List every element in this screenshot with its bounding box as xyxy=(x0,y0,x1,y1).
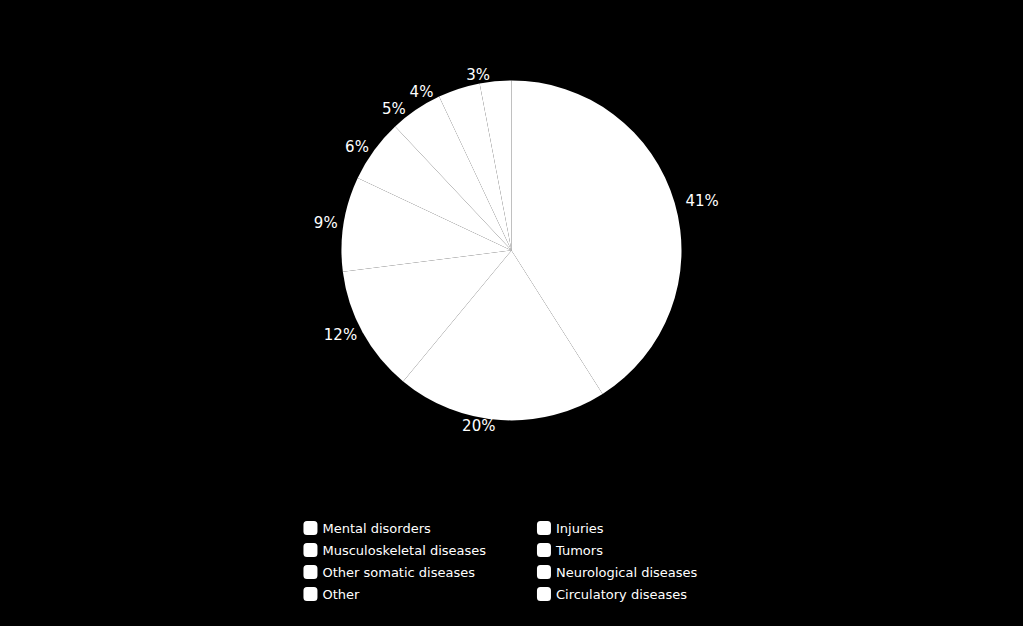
svg-text:4%: 4% xyxy=(410,83,434,101)
svg-text:Neurological diseases: Neurological diseases xyxy=(556,565,698,580)
svg-text:Injuries: Injuries xyxy=(556,521,604,536)
svg-text:Other: Other xyxy=(322,587,360,602)
svg-text:20%: 20% xyxy=(462,417,495,435)
svg-text:Tumors: Tumors xyxy=(555,543,603,558)
svg-text:41%: 41% xyxy=(686,192,719,210)
svg-text:5%: 5% xyxy=(382,100,406,118)
svg-text:Other somatic diseases: Other somatic diseases xyxy=(322,565,475,580)
svg-text:Circulatory diseases: Circulatory diseases xyxy=(556,587,687,602)
svg-text:9%: 9% xyxy=(314,214,338,232)
svg-text:Mental disorders: Mental disorders xyxy=(322,521,431,536)
svg-text:3%: 3% xyxy=(466,66,490,84)
svg-text:12%: 12% xyxy=(324,326,357,344)
svg-text:Musculoskeletal diseases: Musculoskeletal diseases xyxy=(322,543,486,558)
svg-text:6%: 6% xyxy=(345,138,369,156)
